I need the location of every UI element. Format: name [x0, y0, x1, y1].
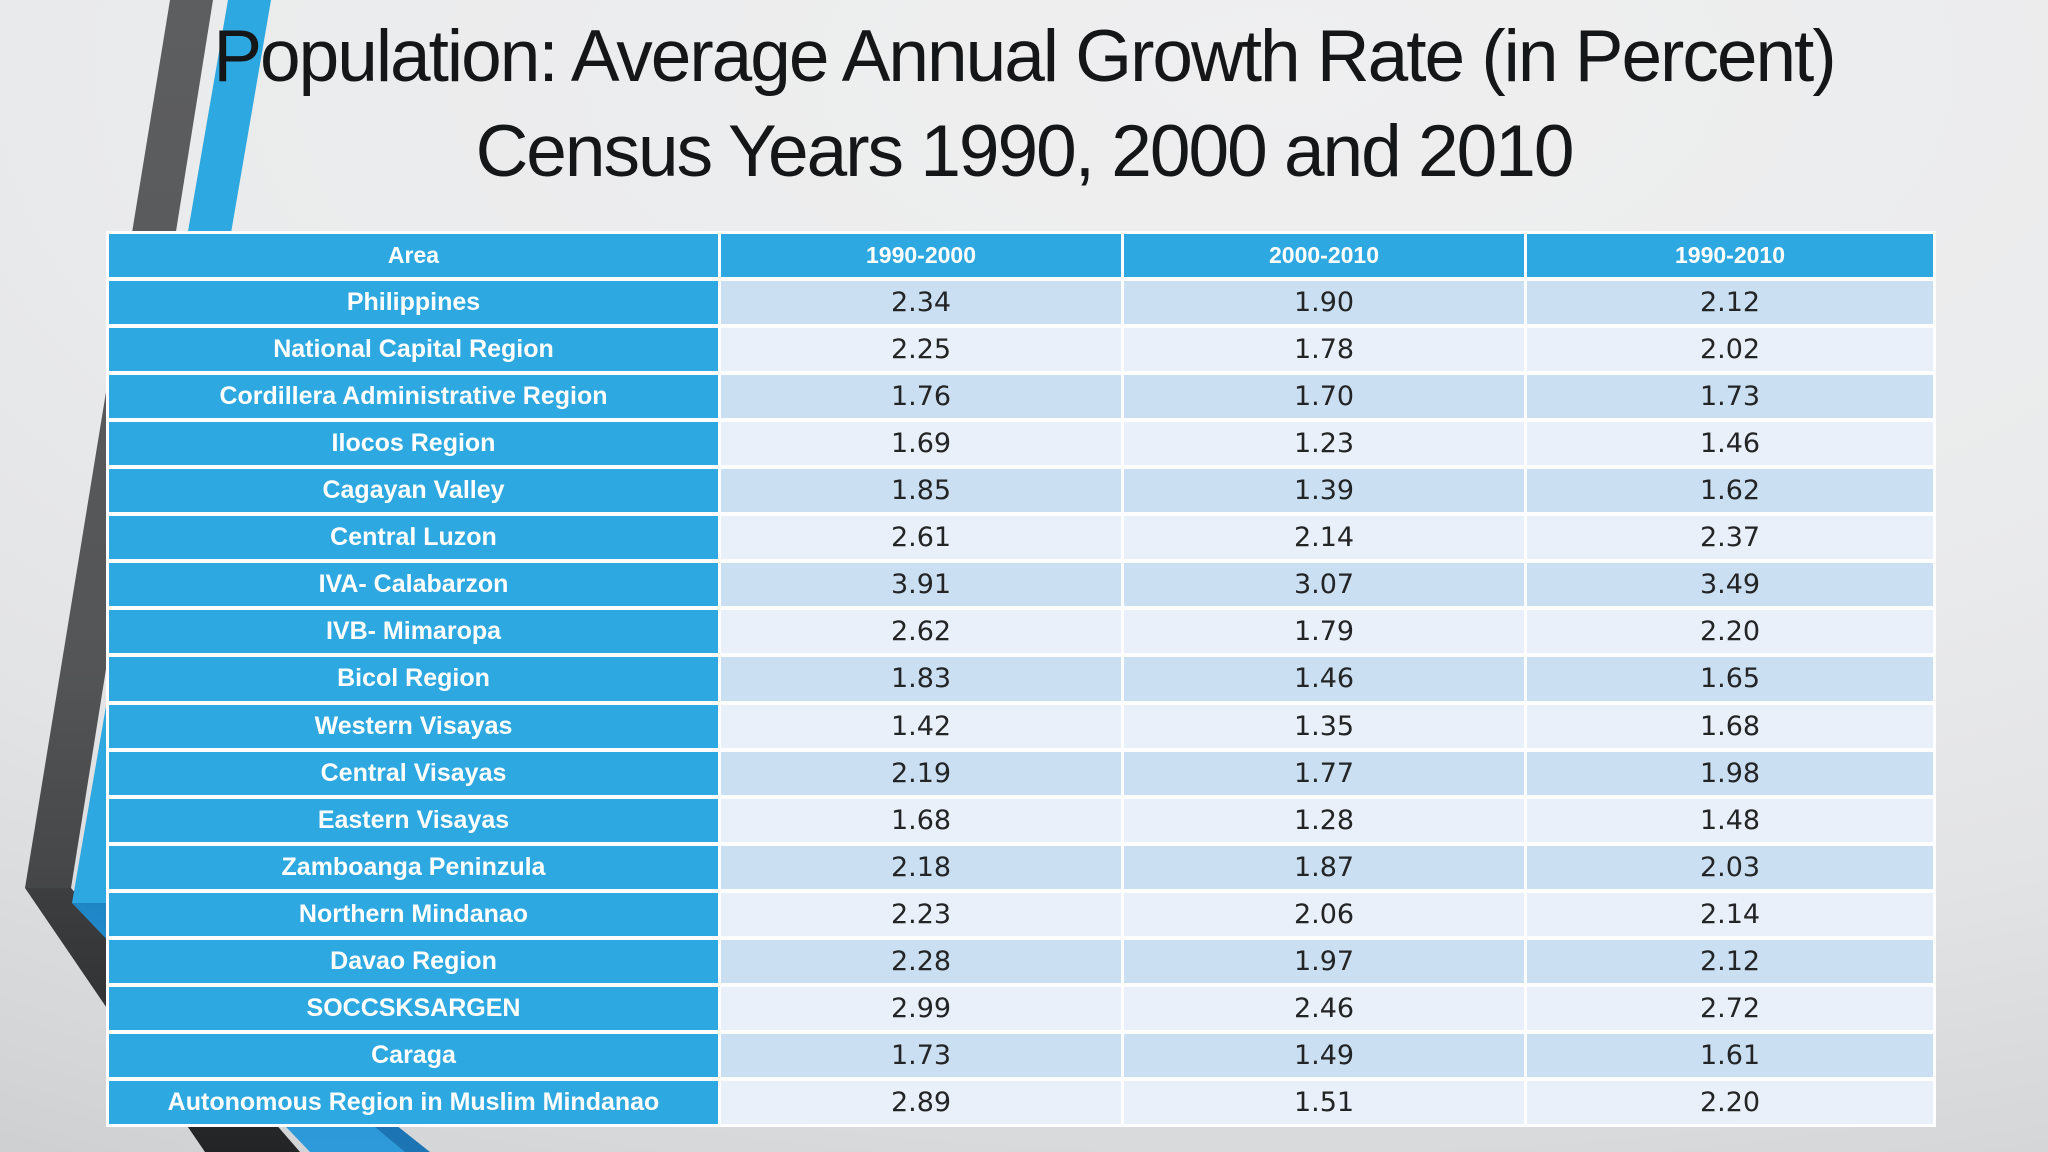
value-cell-1990-2010: 1.65: [1527, 657, 1933, 701]
slide-title: Population: Average Annual Growth Rate (…: [0, 10, 2048, 200]
area-cell: Philippines: [109, 281, 718, 325]
area-cell: Bicol Region: [109, 657, 718, 701]
value-cell-2000-2010: 1.51: [1124, 1080, 1524, 1124]
value-cell-1990-2010: 2.12: [1527, 939, 1933, 983]
value-cell-1990-2000: 2.61: [721, 516, 1121, 560]
area-cell: Eastern Visayas: [109, 798, 718, 842]
value-cell-2000-2010: 3.07: [1124, 563, 1524, 607]
value-cell-2000-2010: 1.23: [1124, 422, 1524, 466]
value-cell-2000-2010: 1.87: [1124, 845, 1524, 889]
value-cell-1990-2010: 2.37: [1527, 516, 1933, 560]
value-cell-1990-2010: 1.46: [1527, 422, 1933, 466]
value-cell-1990-2000: 2.19: [721, 751, 1121, 795]
area-cell: IVA- Calabarzon: [109, 563, 718, 607]
value-cell-1990-2000: 1.73: [721, 1033, 1121, 1077]
area-cell: Caraga: [109, 1033, 718, 1077]
value-cell-2000-2010: 1.79: [1124, 610, 1524, 654]
area-cell: Cagayan Valley: [109, 469, 718, 513]
value-cell-1990-2000: 1.42: [721, 704, 1121, 748]
column-header-area: Area: [109, 234, 718, 277]
column-header-1990-2000: 1990-2000: [721, 234, 1121, 277]
value-cell-2000-2010: 1.97: [1124, 939, 1524, 983]
value-cell-1990-2000: 1.76: [721, 375, 1121, 419]
value-cell-1990-2010: 2.20: [1527, 610, 1933, 654]
value-cell-1990-2010: 1.61: [1527, 1033, 1933, 1077]
area-cell: Central Visayas: [109, 751, 718, 795]
value-cell-1990-2010: 2.12: [1527, 281, 1933, 325]
title-line-1: Population: Average Annual Growth Rate (…: [213, 16, 1836, 97]
value-cell-2000-2010: 1.49: [1124, 1033, 1524, 1077]
value-cell-1990-2000: 3.91: [721, 563, 1121, 607]
value-cell-2000-2010: 1.78: [1124, 328, 1524, 372]
area-cell: Autonomous Region in Muslim Mindanao: [109, 1080, 718, 1124]
value-cell-1990-2010: 2.03: [1527, 845, 1933, 889]
growth-table: Area 1990-2000 2000-2010 1990-2010 Phili…: [106, 231, 1936, 1127]
value-cell-1990-2010: 1.73: [1527, 375, 1933, 419]
value-cell-1990-2010: 1.68: [1527, 704, 1933, 748]
value-cell-2000-2010: 2.46: [1124, 986, 1524, 1030]
value-cell-1990-2000: 2.18: [721, 845, 1121, 889]
value-cell-2000-2010: 1.70: [1124, 375, 1524, 419]
value-cell-1990-2000: 2.28: [721, 939, 1121, 983]
value-cell-1990-2010: 2.20: [1527, 1080, 1933, 1124]
area-cell: Western Visayas: [109, 704, 718, 748]
value-cell-2000-2010: 1.35: [1124, 704, 1524, 748]
column-header-2000-2010: 2000-2010: [1124, 234, 1524, 277]
value-cell-2000-2010: 2.14: [1124, 516, 1524, 560]
value-cell-1990-2000: 2.34: [721, 281, 1121, 325]
value-cell-1990-2000: 1.85: [721, 469, 1121, 513]
value-cell-1990-2010: 1.48: [1527, 798, 1933, 842]
title-line-2: Census Years 1990, 2000 and 2010: [475, 110, 1575, 192]
value-cell-1990-2010: 2.14: [1527, 892, 1933, 936]
area-cell: IVB- Mimaropa: [109, 610, 718, 654]
value-cell-2000-2010: 1.77: [1124, 751, 1524, 795]
value-cell-1990-2000: 2.62: [721, 610, 1121, 654]
value-cell-1990-2000: 1.83: [721, 657, 1121, 701]
area-cell: Davao Region: [109, 939, 718, 983]
value-cell-1990-2000: 2.23: [721, 892, 1121, 936]
area-cell: National Capital Region: [109, 328, 718, 372]
area-cell: Central Luzon: [109, 516, 718, 560]
value-cell-1990-2000: 2.89: [721, 1080, 1121, 1124]
area-cell: Cordillera Administrative Region: [109, 375, 718, 419]
area-cell: Zamboanga Peninzula: [109, 845, 718, 889]
value-cell-1990-2000: 1.68: [721, 798, 1121, 842]
value-cell-1990-2000: 2.25: [721, 328, 1121, 372]
value-cell-1990-2010: 3.49: [1527, 563, 1933, 607]
value-cell-1990-2000: 1.69: [721, 422, 1121, 466]
value-cell-2000-2010: 1.28: [1124, 798, 1524, 842]
area-cell: SOCCSKSARGEN: [109, 986, 718, 1030]
area-cell: Northern Mindanao: [109, 892, 718, 936]
value-cell-2000-2010: 1.90: [1124, 281, 1524, 325]
value-cell-1990-2010: 1.98: [1527, 751, 1933, 795]
value-cell-2000-2010: 1.46: [1124, 657, 1524, 701]
value-cell-1990-2010: 2.02: [1527, 328, 1933, 372]
value-cell-1990-2010: 1.62: [1527, 469, 1933, 513]
area-cell: Ilocos Region: [109, 422, 718, 466]
value-cell-1990-2000: 2.99: [721, 986, 1121, 1030]
value-cell-2000-2010: 2.06: [1124, 892, 1524, 936]
column-header-1990-2010: 1990-2010: [1527, 234, 1933, 277]
value-cell-2000-2010: 1.39: [1124, 469, 1524, 513]
value-cell-1990-2010: 2.72: [1527, 986, 1933, 1030]
